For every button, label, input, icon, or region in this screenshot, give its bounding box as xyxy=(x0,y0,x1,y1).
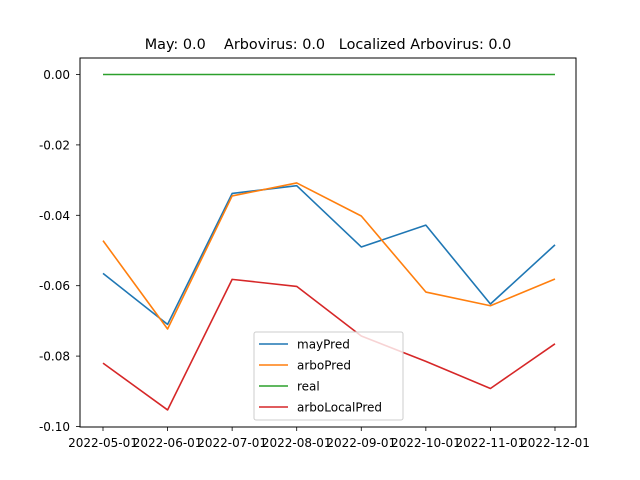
series-layer xyxy=(102,73,556,411)
x-tick-label: 2022-07-01 xyxy=(197,436,267,450)
y-tick-label: 0.00 xyxy=(43,68,70,82)
y-tick-label: -0.08 xyxy=(39,350,70,364)
legend-box xyxy=(253,331,404,421)
chart-title: May: 0.0 Arbovirus: 0.0 Localized Arbovi… xyxy=(145,37,512,53)
legend-label: real xyxy=(297,380,320,394)
y-tick-label: -0.04 xyxy=(39,209,70,223)
x-tick-label: 2022-09-01 xyxy=(326,436,396,450)
series-line-arboLocalPred xyxy=(102,278,556,411)
y-tick-label: -0.10 xyxy=(39,420,70,434)
x-tick-label: 2022-12-01 xyxy=(520,436,590,450)
y-tick-label: -0.02 xyxy=(39,138,70,152)
legend-label: arboPred xyxy=(297,359,351,373)
x-axis: 2022-05-012022-06-012022-07-012022-08-01… xyxy=(68,427,590,450)
series-line-arboPred xyxy=(102,182,556,330)
legend: mayPred arboPred real arboLocalPred xyxy=(253,331,404,421)
y-tick-label: -0.06 xyxy=(39,279,70,293)
legend-label: mayPred xyxy=(297,338,350,352)
x-tick-label: 2022-06-01 xyxy=(133,436,203,450)
x-tick-label: 2022-11-01 xyxy=(456,436,526,450)
x-tick-label: 2022-10-01 xyxy=(391,436,461,450)
x-tick-label: 2022-08-01 xyxy=(262,436,332,450)
y-axis: 0.00 -0.02 -0.04 -0.06 -0.08 -0.10 xyxy=(39,68,80,434)
x-tick-label: 2022-05-01 xyxy=(68,436,138,450)
plot-frame xyxy=(79,57,577,428)
series-line-mayPred xyxy=(102,184,556,326)
legend-label: arboLocalPred xyxy=(297,401,382,415)
